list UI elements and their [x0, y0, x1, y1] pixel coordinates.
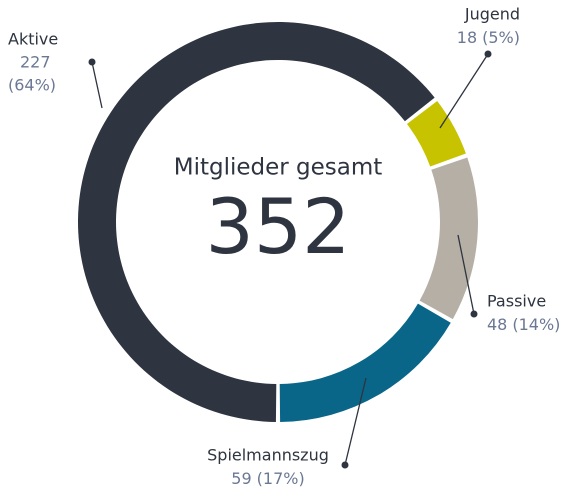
donut-segment: [419, 157, 478, 320]
value-label: 59: [231, 469, 251, 488]
leader-line: [457, 234, 475, 315]
percent-label: (5%): [482, 28, 520, 47]
value-label: 227: [20, 53, 51, 72]
leader-dot: [341, 461, 349, 469]
value-label: 18: [457, 28, 477, 47]
leader-line: [344, 377, 367, 466]
value-line: 59 (17%): [231, 469, 304, 488]
legend-label: Jugend: [464, 5, 520, 24]
leader-line: [91, 61, 103, 109]
leader-dot: [484, 50, 492, 58]
donut-segment: [279, 303, 451, 422]
percent-label: (17%): [257, 469, 305, 488]
percent-label: (64%): [8, 76, 56, 95]
percent-label: (14%): [512, 315, 560, 334]
value-line: 18 (5%): [457, 28, 520, 47]
center-title: Mitglieder gesamt: [174, 155, 383, 181]
leader-dot: [470, 310, 478, 318]
center-total: 352: [205, 182, 350, 271]
donut-segment: [406, 100, 466, 167]
legend-label: Passive: [487, 292, 546, 311]
legend-label: Spielmannszug: [207, 446, 329, 465]
value-line: 48 (14%): [487, 315, 560, 334]
leader-dot: [88, 58, 96, 66]
value-label: 48: [487, 315, 507, 334]
legend-label: Aktive: [8, 30, 58, 49]
leader-line: [439, 53, 489, 129]
